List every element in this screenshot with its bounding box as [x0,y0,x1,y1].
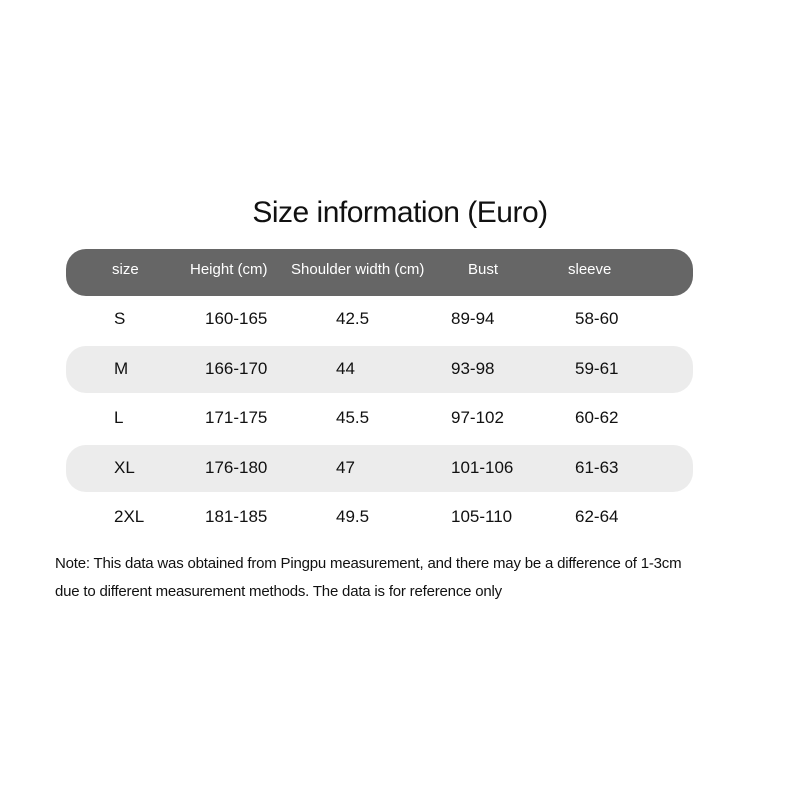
cell-height: 160-165 [205,309,268,328]
cell-shoulder: 42.5 [336,309,370,328]
table-header: size Height (cm) Shoulder width (cm) Bus… [66,249,693,296]
cell-height: 166-170 [205,358,268,378]
cell-shoulder: 44 [336,358,355,378]
cell-height: 181-185 [205,507,268,526]
cell-sleeve: 59-61 [575,358,619,378]
cell-sleeve: 62-64 [575,507,619,526]
cell-bust: 101-106 [451,457,514,477]
cell-shoulder: 49.5 [336,507,370,526]
cell-shoulder: 47 [336,457,355,477]
cell-sleeve: 58-60 [575,309,619,328]
cell-size: S [114,309,126,328]
header-bust: Bust [468,261,499,278]
header-shoulder: Shoulder width (cm) [291,261,425,278]
cell-height: 176-180 [205,457,268,477]
header-sleeve: sleeve [568,261,612,278]
cell-bust: 105-110 [451,507,513,526]
note-line-1: Note: This data was obtained from Pingpu… [55,555,682,572]
cell-bust: 89-94 [451,309,495,328]
row-stripe [66,346,693,393]
cell-height: 171-175 [205,408,268,427]
cell-size: XL [114,457,135,477]
header-height: Height (cm) [190,261,268,278]
note-line-2: due to different measurement methods. Th… [55,583,502,600]
cell-size: M [114,358,129,378]
page-title: Size information (Euro) [252,196,548,229]
cell-size: 2XL [114,507,145,526]
cell-shoulder: 45.5 [336,408,370,427]
cell-bust: 97-102 [451,408,504,427]
cell-sleeve: 60-62 [575,408,619,427]
cell-size: L [114,408,124,427]
cell-bust: 93-98 [451,358,495,378]
header-size: size [112,261,139,278]
row-stripe [66,445,693,492]
cell-sleeve: 61-63 [575,457,619,477]
